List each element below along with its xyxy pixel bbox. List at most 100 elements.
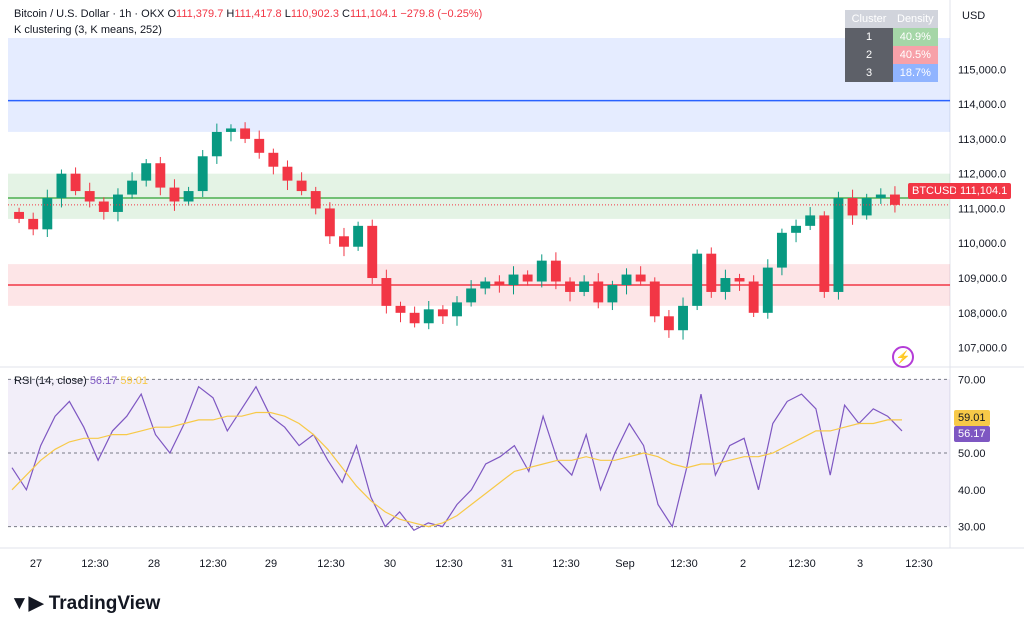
candle-body xyxy=(56,173,67,199)
candle-body xyxy=(423,309,434,324)
candle-body xyxy=(508,274,519,285)
cluster-header: Cluster xyxy=(845,10,893,28)
candle-body xyxy=(452,302,462,317)
candle-body xyxy=(98,201,109,212)
candle-body xyxy=(720,278,731,292)
high-value: 111,417.8 xyxy=(234,8,282,20)
candle-body xyxy=(466,288,477,303)
cluster-density: 40.5% xyxy=(893,46,938,64)
candle-body xyxy=(324,208,335,237)
table-row: 3 18.7% xyxy=(845,64,938,82)
candle-body xyxy=(791,225,801,233)
candle-body xyxy=(169,187,180,202)
candle-body xyxy=(240,128,251,139)
time-tick-label: 12:30 xyxy=(435,558,463,570)
candle-body xyxy=(649,281,660,317)
candle-body xyxy=(197,156,208,192)
candle-body xyxy=(522,274,533,282)
time-tick-label: 30 xyxy=(384,558,396,570)
time-tick-label: 31 xyxy=(501,558,513,570)
candle-body xyxy=(127,180,138,195)
cluster-zone-3 xyxy=(8,38,950,132)
rsi-legend[interactable]: RSI (14, close) 56.17 59.01 xyxy=(14,375,148,387)
candle-body xyxy=(593,281,604,303)
time-tick-label: 12:30 xyxy=(670,558,698,570)
time-tick-label: 12:30 xyxy=(81,558,109,570)
candle-body xyxy=(621,274,632,285)
candle-body xyxy=(113,194,123,212)
rsi-value-tag: 56.17 xyxy=(954,426,990,442)
candle-body xyxy=(381,278,392,306)
cluster-id: 2 xyxy=(845,46,893,64)
time-tick-label: 29 xyxy=(265,558,277,570)
time-tick-label: 12:30 xyxy=(199,558,227,570)
low-label: L xyxy=(284,8,291,20)
price-tick-label: 115,000.0 xyxy=(958,64,1006,76)
candle-body xyxy=(565,281,575,292)
time-tick-label: Sep xyxy=(615,558,635,570)
time-tick-label: 3 xyxy=(857,558,863,570)
candle-body xyxy=(847,198,858,216)
candle-body xyxy=(734,278,745,282)
price-tick-label: 109,000.0 xyxy=(958,273,1007,285)
candle-body xyxy=(579,281,590,292)
tradingview-logo[interactable]: ▼▶ TradingView xyxy=(10,593,161,614)
candle-body xyxy=(437,309,448,317)
cluster-id: 3 xyxy=(845,64,893,82)
candle-body xyxy=(480,281,491,289)
open-value: 111,379.7 xyxy=(176,8,224,20)
candle-body xyxy=(776,232,787,268)
rsi-legend-value: 56.17 xyxy=(89,375,118,387)
candle-body xyxy=(678,305,688,331)
time-tick-label: 28 xyxy=(148,558,160,570)
high-label: H xyxy=(226,8,235,20)
candle-body xyxy=(282,166,293,181)
table-row: 2 40.5% xyxy=(845,46,938,64)
candle-body xyxy=(692,253,703,306)
price-tick-label: 113,000.0 xyxy=(958,134,1006,146)
candle-body xyxy=(70,173,81,192)
brand-name: TradingView xyxy=(48,593,161,614)
candle-body xyxy=(183,191,194,202)
currency-label[interactable]: USD xyxy=(962,10,986,22)
last-price-tag: 111,104.1 xyxy=(956,183,1012,199)
rsi-tick-label: 50.00 xyxy=(958,448,986,460)
candle-body xyxy=(226,128,236,132)
candle-body xyxy=(889,194,900,205)
time-tick-label: 12:30 xyxy=(905,558,933,570)
symbol-header: Bitcoin / U.S. Dollar · 1h · OKX O111,37… xyxy=(14,8,482,20)
rsi-ma-tag: 59.01 xyxy=(954,410,990,426)
time-tick-label: 12:30 xyxy=(317,558,345,570)
candle-body xyxy=(819,215,830,292)
symbol-title[interactable]: Bitcoin / U.S. Dollar · 1h · OKX xyxy=(14,8,165,20)
open-label: O xyxy=(167,8,177,20)
candle-body xyxy=(14,211,25,219)
candle-body xyxy=(84,191,95,202)
rsi-label: RSI (14, close) xyxy=(14,375,87,387)
cluster-density: 40.9% xyxy=(893,28,938,46)
close-label: C xyxy=(342,8,350,20)
price-tick-label: 111,000.0 xyxy=(958,203,1005,215)
candle-body xyxy=(28,218,39,230)
candle-body xyxy=(762,267,773,313)
candle-body xyxy=(254,138,265,153)
candle-body xyxy=(607,284,618,303)
candle-body xyxy=(861,198,872,216)
candle-body xyxy=(353,225,364,247)
candle-body xyxy=(805,215,816,226)
rsi-tick-label: 70.00 xyxy=(958,374,986,386)
lightning-icon[interactable]: ⚡ xyxy=(892,346,914,368)
time-tick-label: 2 xyxy=(740,558,746,570)
cluster-density-table: Cluster Density 1 40.9% 2 40.5% 3 18.7% xyxy=(845,10,938,82)
table-row: 1 40.9% xyxy=(845,28,938,46)
time-tick-label: 12:30 xyxy=(552,558,580,570)
candle-body xyxy=(748,281,759,313)
candle-body xyxy=(833,198,844,292)
candle-body xyxy=(211,131,222,157)
symbol-price-tag: BTCUSD xyxy=(908,183,962,199)
close-value: 111,104.1 xyxy=(349,8,398,20)
candle-body xyxy=(268,152,279,167)
indicator-label[interactable]: K clustering (3, K means, 252) xyxy=(14,24,162,36)
candle-body xyxy=(141,163,152,181)
